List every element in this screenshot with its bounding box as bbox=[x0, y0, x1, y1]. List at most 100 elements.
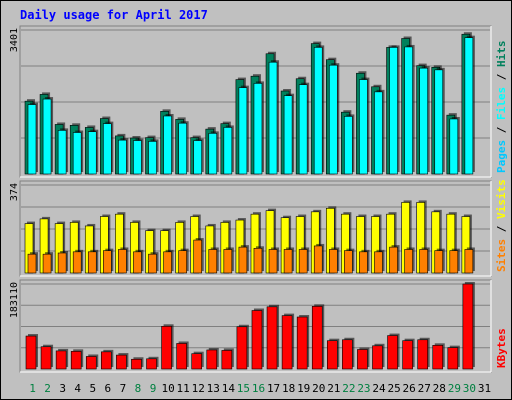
sites-bar bbox=[359, 251, 368, 274]
day-label: 1 bbox=[29, 382, 36, 395]
day-label: 12 bbox=[192, 382, 205, 395]
files-bar bbox=[27, 104, 37, 175]
kbytes-bar bbox=[462, 283, 474, 370]
sites-bar bbox=[268, 249, 278, 274]
sites-bar bbox=[434, 250, 444, 274]
sites-bar bbox=[42, 253, 52, 274]
sites-bar bbox=[283, 249, 293, 274]
files-bar bbox=[148, 141, 157, 175]
day-label: 4 bbox=[74, 382, 81, 395]
sites-bar bbox=[27, 253, 37, 274]
day-label: 17 bbox=[267, 382, 280, 395]
files-bar bbox=[238, 87, 248, 175]
day-label: 30 bbox=[463, 382, 476, 395]
panel-kbytes: 183110 KBytes bbox=[9, 279, 508, 373]
day-label: 13 bbox=[207, 382, 220, 395]
legend-part: Visits bbox=[495, 179, 508, 225]
legend-part: / bbox=[495, 225, 508, 239]
files-bar bbox=[42, 98, 52, 175]
day-label: 24 bbox=[372, 382, 386, 395]
sites-bar bbox=[163, 251, 172, 274]
files-bar bbox=[118, 139, 127, 175]
sites-bar bbox=[313, 245, 323, 274]
legend-part: Pages bbox=[495, 140, 508, 173]
sites-bar bbox=[464, 249, 474, 274]
kbytes-bar bbox=[176, 343, 187, 370]
day-label: 22 bbox=[342, 382, 355, 395]
files-bar bbox=[464, 37, 474, 175]
day-label: 19 bbox=[297, 382, 310, 395]
legend-part: Sites bbox=[495, 239, 508, 272]
day-label: 6 bbox=[105, 382, 112, 395]
kbytes-bar bbox=[206, 349, 218, 370]
day-label: 7 bbox=[120, 382, 127, 395]
files-bar bbox=[313, 47, 323, 175]
chart-title: Daily usage for April 2017 bbox=[20, 8, 208, 22]
panel-legend-label: KBytes bbox=[495, 328, 508, 368]
legend-part: Files bbox=[495, 87, 508, 127]
files-bar bbox=[178, 122, 187, 175]
day-label: 16 bbox=[252, 382, 265, 395]
files-bar bbox=[223, 127, 233, 175]
day-label: 25 bbox=[387, 382, 400, 395]
kbytes-bar bbox=[296, 316, 308, 370]
kbytes-bar bbox=[191, 353, 203, 370]
files-bar bbox=[283, 95, 293, 175]
day-label: 31 bbox=[478, 382, 491, 395]
day-label: 8 bbox=[135, 382, 142, 395]
files-bar bbox=[404, 46, 413, 175]
kbytes-bar bbox=[311, 306, 323, 370]
day-label: 15 bbox=[237, 382, 250, 395]
files-bar bbox=[57, 130, 67, 175]
panels: 3401 Pages / Files / Hits 374 Sites / Visit… bbox=[9, 25, 508, 373]
legend-part: / bbox=[495, 73, 508, 87]
files-bar bbox=[163, 115, 172, 175]
files-bar bbox=[103, 123, 112, 175]
day-label: 3 bbox=[59, 382, 66, 395]
sites-bar bbox=[103, 250, 112, 274]
kbytes-bar bbox=[417, 339, 428, 370]
files-bar bbox=[328, 64, 338, 175]
kbytes-bar bbox=[116, 354, 127, 370]
day-label: 10 bbox=[161, 382, 174, 395]
kbytes-bar bbox=[432, 345, 444, 370]
kbytes-bar bbox=[55, 350, 67, 370]
day-label: 21 bbox=[327, 382, 340, 395]
kbytes-bar bbox=[101, 351, 112, 370]
sites-bar bbox=[87, 251, 97, 274]
files-bar bbox=[419, 67, 428, 175]
kbytes-bar bbox=[25, 335, 37, 370]
sites-bar bbox=[148, 253, 157, 274]
files-bar bbox=[344, 116, 353, 175]
kbytes-bar bbox=[251, 310, 263, 370]
panel-hits-files-pages: 3401 Pages / Files / Hits bbox=[9, 25, 508, 178]
kbytes-bar bbox=[281, 315, 293, 370]
kbytes-bar bbox=[40, 346, 52, 370]
files-bar bbox=[434, 69, 444, 175]
day-label: 9 bbox=[150, 382, 157, 395]
panel-legend-label: Pages / Files / Hits bbox=[495, 41, 508, 174]
sites-bar bbox=[193, 239, 203, 274]
files-bar bbox=[87, 131, 97, 175]
sites-bar bbox=[223, 249, 233, 274]
sites-bar bbox=[404, 249, 413, 274]
kbytes-bar bbox=[70, 351, 82, 370]
sites-bar bbox=[57, 252, 67, 274]
sites-bar bbox=[133, 251, 142, 274]
kbytes-bar bbox=[326, 340, 338, 370]
files-bar bbox=[253, 83, 263, 175]
sites-bar bbox=[389, 246, 398, 274]
sites-bar bbox=[419, 249, 428, 274]
sites-bar bbox=[208, 249, 218, 274]
legend-part: Hits bbox=[495, 41, 508, 74]
day-label: 23 bbox=[357, 382, 370, 395]
day-label: 28 bbox=[433, 382, 446, 395]
files-bar bbox=[72, 132, 82, 175]
kbytes-bar bbox=[161, 325, 172, 370]
day-label: 11 bbox=[177, 382, 190, 395]
sites-bar bbox=[328, 249, 338, 274]
panel-visits-sites: 374 Sites / Visits bbox=[9, 179, 508, 277]
files-bar bbox=[268, 61, 278, 175]
kbytes-bar bbox=[447, 347, 459, 370]
